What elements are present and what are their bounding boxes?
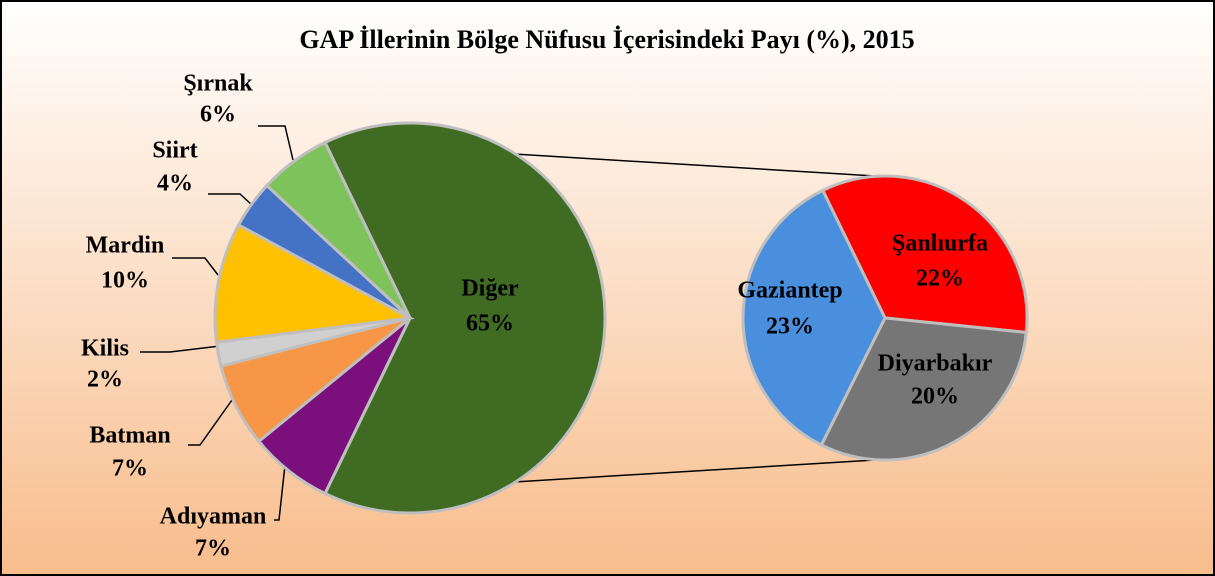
category-label: Adıyaman (160, 504, 267, 530)
value-label: 4% (157, 171, 193, 197)
chart-title: GAP İllerinin Bölge Nüfusu İçerisindeki … (299, 25, 914, 54)
pie-slice (819, 316, 1028, 462)
category-label: Şanlıurfa (892, 231, 988, 257)
category-label: Mardin (86, 233, 165, 259)
leader-lines (140, 125, 294, 521)
leader-line (208, 193, 253, 206)
category-label: Şırnak (183, 71, 253, 97)
category-label: Siirt (152, 138, 197, 164)
leader-line (258, 125, 294, 161)
category-label: Kilis (81, 336, 129, 362)
pie-slice (741, 188, 887, 447)
category-label: Diğer (461, 276, 519, 302)
value-label: 65% (466, 311, 514, 337)
leader-line (274, 464, 286, 521)
value-label: 23% (766, 314, 814, 340)
pie-slice (264, 140, 412, 320)
value-label: 2% (87, 367, 123, 393)
value-label: 6% (200, 102, 236, 128)
value-label: 10% (101, 268, 149, 294)
leader-line (140, 345, 221, 353)
category-label: Gaziantep (737, 278, 842, 304)
category-label: Batman (89, 423, 170, 449)
pie-slice (213, 222, 415, 344)
leader-line (172, 257, 219, 276)
leader-line (188, 399, 233, 446)
value-label: 7% (195, 536, 231, 562)
value-label: 22% (916, 266, 964, 292)
value-label: 7% (112, 456, 148, 482)
category-label: Diyarbakır (878, 351, 993, 377)
value-label: 20% (911, 384, 959, 410)
pie-slice (322, 121, 607, 515)
